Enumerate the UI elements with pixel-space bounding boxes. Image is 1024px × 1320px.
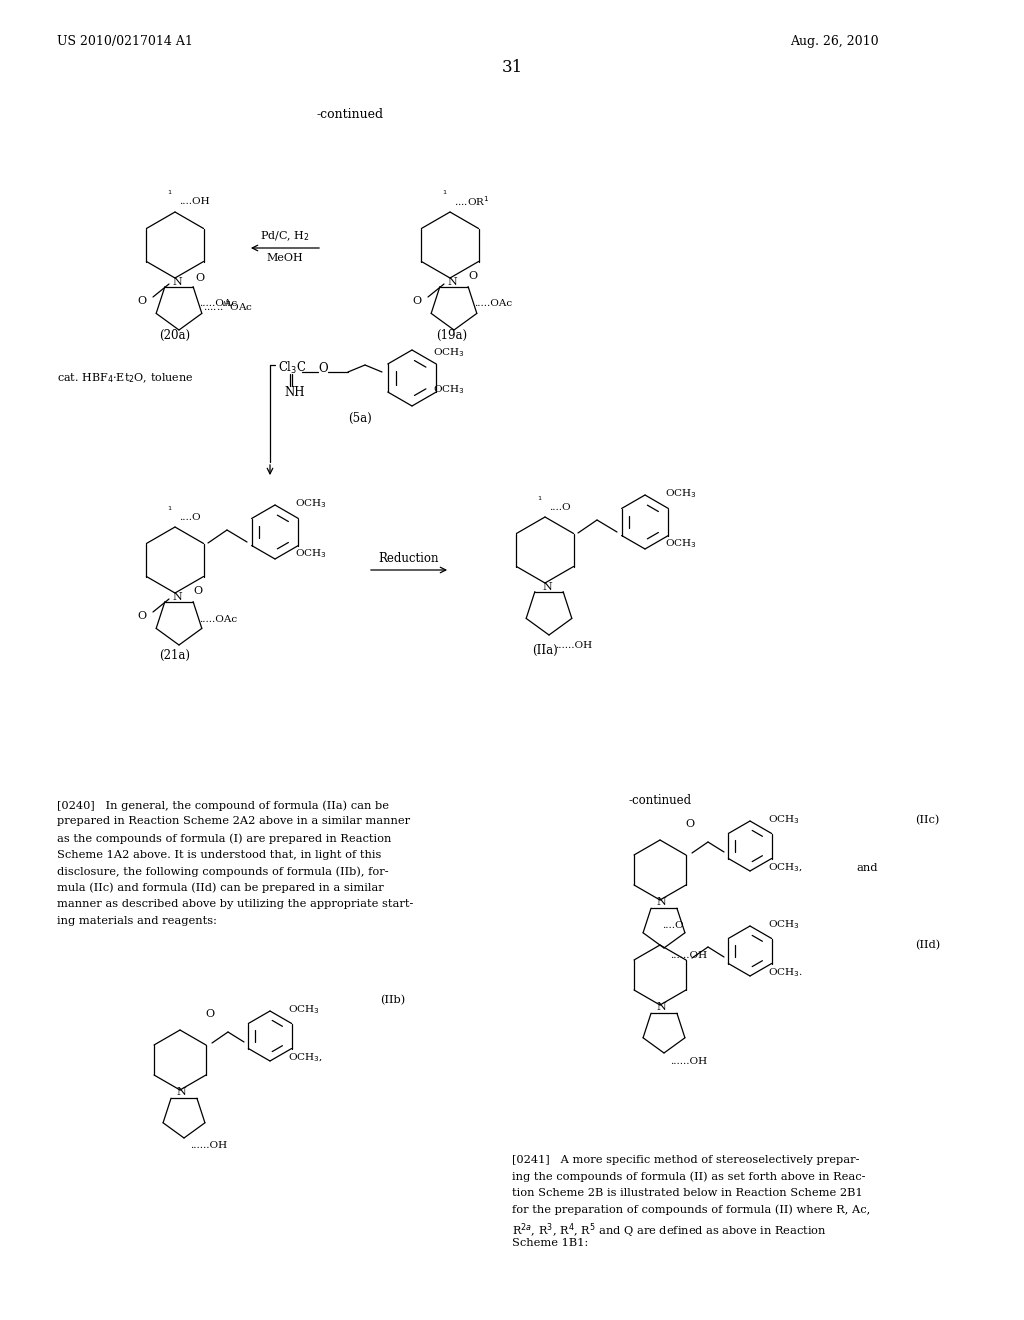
Text: -continued: -continued — [629, 793, 691, 807]
Text: Pd/C, H$_2$: Pd/C, H$_2$ — [260, 230, 310, 243]
Text: OCH$_3$: OCH$_3$ — [433, 384, 465, 396]
Text: OCH$_3$: OCH$_3$ — [295, 548, 327, 561]
Text: N: N — [447, 277, 457, 286]
Text: O: O — [137, 611, 146, 620]
Text: ......OH: ......OH — [555, 640, 592, 649]
Text: (5a): (5a) — [348, 412, 372, 425]
Text: NH: NH — [284, 387, 304, 400]
Text: OCH$_3$: OCH$_3$ — [665, 487, 696, 500]
Text: O: O — [468, 271, 477, 281]
Text: N: N — [172, 591, 181, 602]
Text: ....O: ....O — [662, 920, 684, 929]
Text: OCH$_3$,: OCH$_3$, — [768, 862, 803, 874]
Text: OCH$_3$: OCH$_3$ — [288, 1003, 319, 1016]
Text: O: O — [193, 586, 202, 597]
Text: (21a): (21a) — [160, 648, 190, 661]
Text: OCH$_3$,: OCH$_3$, — [288, 1052, 323, 1064]
Text: O: O — [137, 296, 146, 306]
Text: Aug. 26, 2010: Aug. 26, 2010 — [790, 36, 879, 49]
Text: tion Scheme 2B is illustrated below in Reaction Scheme 2B1: tion Scheme 2B is illustrated below in R… — [512, 1188, 863, 1199]
Text: as the compounds of formula (I) are prepared in Reaction: as the compounds of formula (I) are prep… — [57, 833, 391, 843]
Text: O: O — [412, 296, 421, 306]
Text: [0241]   A more specific method of stereoselectively prepar-: [0241] A more specific method of stereos… — [512, 1155, 859, 1166]
Text: N: N — [656, 898, 666, 907]
Text: (19a): (19a) — [436, 329, 468, 342]
Text: ing the compounds of formula (II) as set forth above in Reac-: ing the compounds of formula (II) as set… — [512, 1172, 865, 1183]
Text: manner as described above by utilizing the appropriate start-: manner as described above by utilizing t… — [57, 899, 414, 909]
Text: ....O: ....O — [179, 512, 201, 521]
Text: ......$^{III}$OAc: ......$^{III}$OAc — [203, 300, 253, 313]
Text: [0240]   In general, the compound of formula (IIa) can be: [0240] In general, the compound of formu… — [57, 800, 389, 810]
Text: R$^{2a}$, R$^3$, R$^4$, R$^5$ and Q are defined as above in Reaction: R$^{2a}$, R$^3$, R$^4$, R$^5$ and Q are … — [512, 1221, 826, 1239]
Text: (IIa): (IIa) — [532, 644, 558, 656]
Text: ....OR$^1$: ....OR$^1$ — [454, 194, 489, 209]
Text: $^1$: $^1$ — [167, 190, 173, 198]
Text: -continued: -continued — [316, 108, 384, 121]
Text: $^1$: $^1$ — [538, 495, 543, 504]
Text: .....OAc: .....OAc — [199, 615, 238, 623]
Text: N: N — [176, 1086, 185, 1097]
Text: O: O — [318, 362, 328, 375]
Text: $^1$: $^1$ — [167, 506, 173, 515]
Text: for the preparation of compounds of formula (II) where R, Ac,: for the preparation of compounds of form… — [512, 1204, 870, 1216]
Text: ......OH: ......OH — [670, 1056, 708, 1065]
Text: prepared in Reaction Scheme 2A2 above in a similar manner: prepared in Reaction Scheme 2A2 above in… — [57, 817, 411, 826]
Text: OCH$_3$: OCH$_3$ — [433, 347, 465, 359]
Text: Scheme 1B1:: Scheme 1B1: — [512, 1238, 588, 1247]
Text: ing materials and reagents:: ing materials and reagents: — [57, 916, 217, 925]
Text: ......OH: ......OH — [670, 952, 708, 961]
Text: O: O — [205, 1008, 214, 1019]
Text: and: and — [856, 863, 878, 873]
Text: ....OH: ....OH — [179, 197, 210, 206]
Text: ......OH: ......OH — [190, 1142, 227, 1151]
Text: (IId): (IId) — [915, 940, 940, 950]
Text: Reduction: Reduction — [379, 552, 439, 565]
Text: Cl$_3$C: Cl$_3$C — [278, 360, 307, 376]
Text: ....O: ....O — [549, 503, 570, 511]
Text: disclosure, the following compounds of formula (IIb), for-: disclosure, the following compounds of f… — [57, 866, 389, 876]
Text: (20a): (20a) — [160, 329, 190, 342]
Text: MeOH: MeOH — [266, 253, 303, 263]
Text: O: O — [685, 818, 694, 829]
Text: $^1$: $^1$ — [442, 190, 449, 198]
Text: OCH$_3$: OCH$_3$ — [768, 813, 800, 826]
Text: N: N — [542, 582, 552, 591]
Text: US 2010/0217014 A1: US 2010/0217014 A1 — [57, 36, 193, 49]
Text: OCH$_3$: OCH$_3$ — [768, 919, 800, 932]
Text: OCH$_3$.: OCH$_3$. — [768, 966, 803, 979]
Text: OCH$_3$: OCH$_3$ — [295, 498, 327, 511]
Text: N: N — [656, 1002, 666, 1012]
Text: mula (IIc) and formula (IId) can be prepared in a similar: mula (IIc) and formula (IId) can be prep… — [57, 883, 384, 894]
Text: O: O — [195, 273, 204, 282]
Text: cat. HBF$_4$$\cdot$Et$_2$O, toluene: cat. HBF$_4$$\cdot$Et$_2$O, toluene — [57, 371, 194, 385]
Text: .....OAc: .....OAc — [199, 300, 238, 309]
Text: (IIc): (IIc) — [915, 814, 939, 825]
Text: .....OAc: .....OAc — [474, 300, 512, 309]
Text: 31: 31 — [502, 59, 522, 77]
Text: OCH$_3$: OCH$_3$ — [665, 537, 696, 550]
Text: N: N — [172, 277, 181, 286]
Text: (IIb): (IIb) — [380, 995, 406, 1005]
Text: Scheme 1A2 above. It is understood that, in light of this: Scheme 1A2 above. It is understood that,… — [57, 850, 381, 859]
